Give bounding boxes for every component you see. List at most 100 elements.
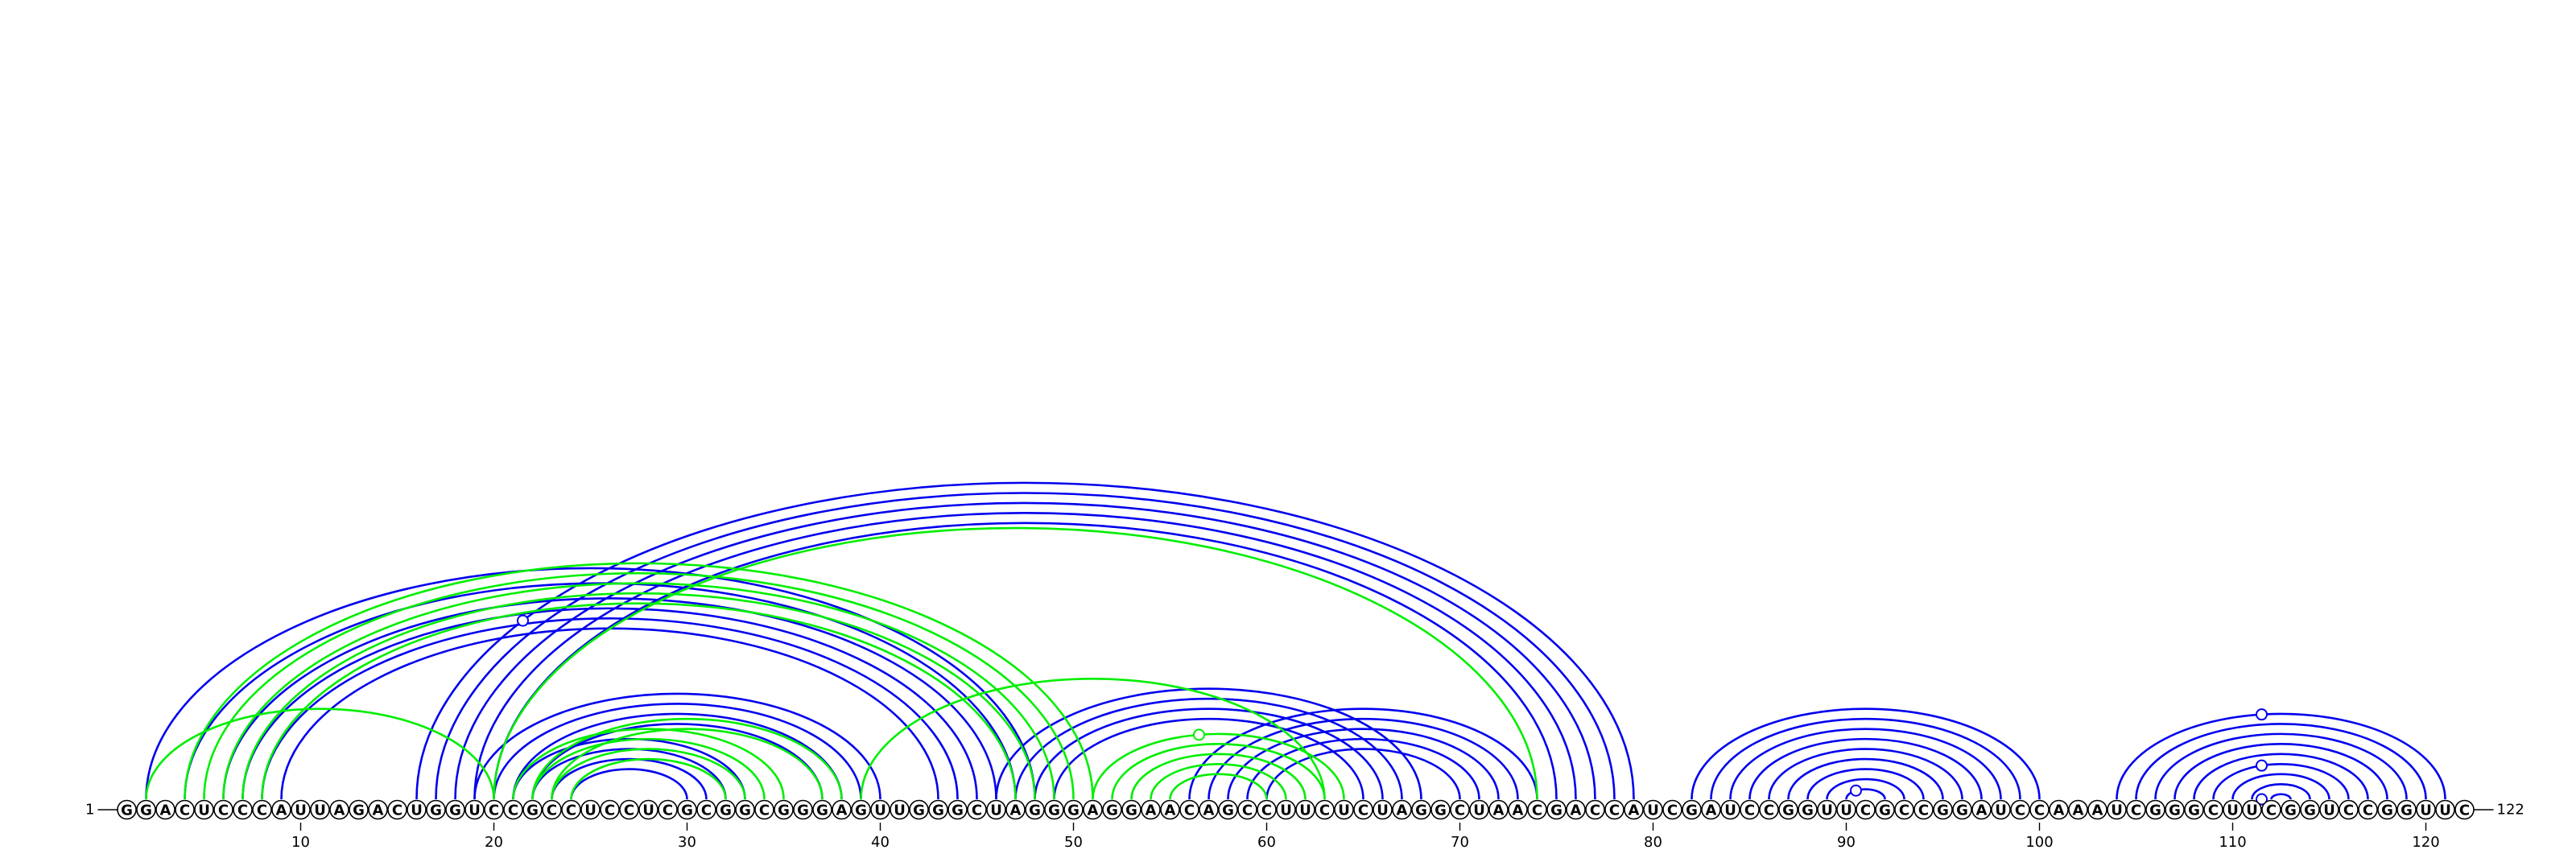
arc-marker-1 [517,614,529,627]
nucleotide-letter: G [778,802,790,819]
ticks-layer: 10 20 30 40 50 60 70 80 90 100 110 120 [291,823,2440,851]
nucleotide-letter: G [1048,802,1060,819]
nucleotide-circle [2319,799,2339,820]
nucleotide-letter: A [2054,802,2065,819]
nucleotide-letter: U [411,802,423,819]
nucleotide-circle [1662,799,1682,820]
arc-green-22-38 [531,717,843,800]
arc-green-2-20 [145,707,495,800]
nucleotide-letter: U [1995,802,2007,819]
nucleotide-letter: G [1956,802,1968,819]
arc-blue-108-117 [2193,753,2369,800]
nucleotide-circle [368,799,388,820]
nucleotide-circle [1971,799,1992,820]
nucleotide-letter: U [874,802,886,819]
arc-blue-60-70 [1265,748,1461,800]
arc-green-21-35 [512,728,785,800]
nucleotide-letter: C [1609,802,1620,819]
nucleotide-circle [1005,799,1026,820]
arc-marker-2 [1193,728,1205,741]
tick-label: 20 [485,834,503,851]
nucleotide-circle [522,799,543,820]
nucleotide-letter: G [2401,802,2413,819]
nucleotide-circle [580,799,601,820]
nucleotide-circle [2223,799,2243,820]
nucleotide-letter: G [816,802,828,819]
arc-blue-85-97 [1748,737,1983,800]
nucleotide-circle [638,799,658,820]
arc-green-20-74 [493,526,1538,800]
nucleotide-circle [2107,799,2127,820]
nucleotide-circle [1141,799,1161,820]
tick-label: 100 [2025,834,2053,851]
nucleotide-letter: C [1455,802,1465,819]
nucleotide-letter: U [1647,802,1659,819]
nucleotide-letter: G [1125,802,1137,819]
nucleotide-circle [754,799,774,820]
nucleotide-circle [2165,799,2185,820]
arc-blue-2-48 [145,567,1036,800]
nucleotide-circle [2126,799,2146,820]
nucleotide-letter: G [449,802,461,819]
nucleotide-letter: C [2343,802,2354,819]
nucleotide-letter: C [1860,802,1871,819]
nucleotide-letter: C [701,802,712,819]
nucleotide-letter: U [1377,802,1389,819]
nucleotide-circle [967,799,987,820]
nucleotide-letter: G [2381,802,2393,819]
nucleotide-letter: U [1473,802,1485,819]
nucleotide-letter: A [1397,802,1408,819]
nucleotide-circle [155,799,175,820]
nucleotide-letter: G [2188,802,2200,819]
nucleotide-circle [2339,799,2359,820]
arc-blue-110-115 [2231,773,2330,800]
nucleotide-circle [1257,799,1277,820]
nucleotide-letter: C [1358,802,1368,819]
nucleotide-letter: G [1222,802,1234,819]
nucleotide-circle [1682,799,1702,820]
nucleotide-circle [1025,799,1045,820]
tick-label: 80 [1644,834,1662,851]
arc-blue-17-78 [435,492,1616,800]
nucleotide-circle [1295,799,1315,820]
nucleotide-circle [213,799,233,820]
nucleotide-circle [1450,799,1470,820]
nucleotide-circle [1566,799,1586,820]
nucleotide-letter: G [526,802,539,819]
arc-blue-89-93 [1826,778,1905,800]
nucleotide-letter: G [855,802,867,819]
nucleotide-letter: A [334,802,345,819]
nucleotide-letter: U [2111,802,2123,819]
nucleotide-circle [1179,799,1199,820]
markers-layer [517,614,2268,806]
nucleotide-letter: C [1319,802,1330,819]
nucleotide-circle [1643,799,1663,820]
nucleotide-circle [2029,799,2050,820]
nucleotide-letter: A [1706,802,1717,819]
nucleotide-letter: C [1899,802,1909,819]
nucleotide-circle [986,799,1006,820]
nucleotide-circle [870,799,890,820]
arc-blue-23-31 [551,757,708,800]
nucleotide-circle [426,799,446,820]
nucleotide-circle [1315,799,1335,820]
nucleotide-letter: G [932,802,944,819]
nucleotide-letter: G [681,802,693,819]
arc-green-23-33 [551,748,746,800]
nucleotide-circle [2203,799,2223,820]
nucleotide-letter: A [1513,802,1524,819]
nucleotide-letter: U [584,802,597,819]
nucleotide-circle [1720,799,1740,820]
arc-blue-86-96 [1768,748,1963,800]
nucleotide-letter: U [2246,802,2258,819]
arc-blue-7-45 [242,607,978,800]
nucleotide-letter: U [2420,802,2432,819]
tick-label: 90 [1837,834,1856,851]
nucleotide-circle [117,799,137,820]
nucleotide-letter: A [1976,802,1988,819]
nucleotide-letter: G [797,802,809,819]
nucleotide-letter: G [2169,802,2181,819]
nucleotide-letter: C [759,802,770,819]
nucleotide-letter: G [720,802,732,819]
nucleotide-circle [2396,799,2417,820]
